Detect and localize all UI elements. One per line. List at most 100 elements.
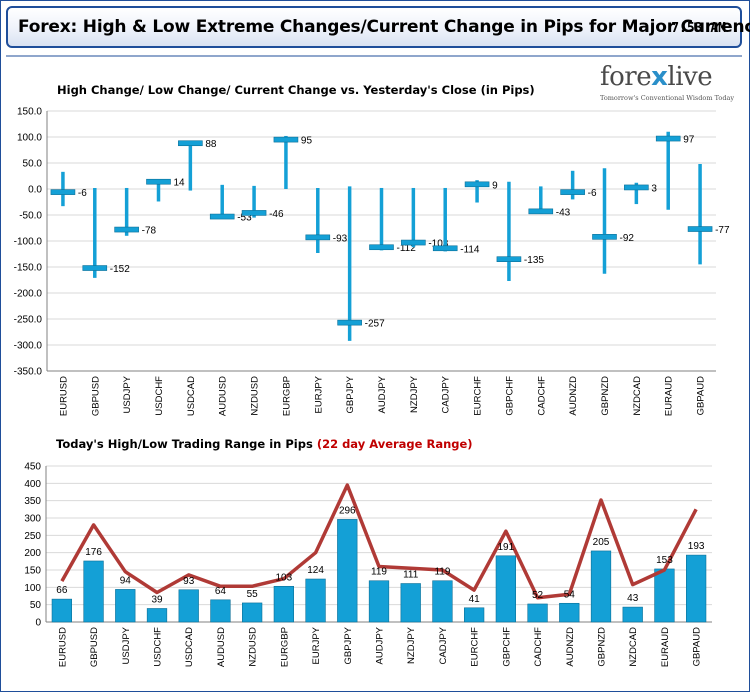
chart1-data-label: -6 xyxy=(588,188,597,199)
chart1-current-marker xyxy=(241,210,267,216)
chart1-category-label: GBPNZD xyxy=(600,376,611,416)
chart2-bar xyxy=(400,583,421,623)
chart2-category-label: USDCHF xyxy=(153,627,164,667)
chart2-bar xyxy=(559,602,580,623)
chart1-y-tick: 150.0 xyxy=(17,107,42,118)
chart1-category-label: GBPJPY xyxy=(345,375,356,413)
chart2-category-label: USDJPY xyxy=(121,626,132,664)
chart1-category-label: AUDUSD xyxy=(218,376,229,416)
time-display: 7:53 AM xyxy=(671,21,726,36)
chart1-category-label: AUDJPY xyxy=(377,375,388,413)
chart1-current-marker xyxy=(209,213,235,220)
chart2-y-tick: 400 xyxy=(24,479,41,490)
chart2-average-line xyxy=(60,483,698,600)
chart1-current-marker xyxy=(560,189,585,195)
chart2-bar xyxy=(686,554,707,623)
logo-brand-x: x xyxy=(651,62,668,92)
chart2-data-label: 191 xyxy=(498,542,515,553)
chart2-category-label: EURCHF xyxy=(470,627,481,667)
chart1-data-label: -46 xyxy=(269,209,284,220)
chart2-bar xyxy=(305,578,326,623)
chart1-data-label: 95 xyxy=(301,136,313,147)
forexlive-logo: forexlive Tomorrow's Conventional Wisdom… xyxy=(590,62,734,108)
chart1-current-marker xyxy=(432,245,458,252)
chart2-title-suffix: (22 day Average Range) xyxy=(316,437,473,451)
chart1-y-tick: -250.0 xyxy=(14,315,43,326)
chart2-y-tick: 450 xyxy=(24,462,41,473)
chart2-data-label: 103 xyxy=(276,572,293,583)
chart1-y-tick: -150.0 xyxy=(14,263,43,274)
chart1-category-label: NZDCAD xyxy=(632,376,643,416)
chart2-data-label: 153 xyxy=(656,555,673,566)
chart2-category-label: EURJPY xyxy=(311,626,322,664)
logo-brand-left: fore xyxy=(600,62,652,92)
chart2-y-tick: 50 xyxy=(30,600,42,611)
chart2-bar xyxy=(654,568,675,623)
chart1-current-marker xyxy=(655,135,681,142)
chart1-category-label: USDCHF xyxy=(154,376,165,416)
page-title: Forex: High & Low Extreme Changes/Curren… xyxy=(18,17,750,37)
chart2-category-label: EURAUD xyxy=(660,627,671,667)
chart2-bar xyxy=(622,606,643,623)
chart1-category-label: NZDJPY xyxy=(409,375,420,413)
chart1-y-tick: -200.0 xyxy=(14,289,43,300)
chart1-data-label: -77 xyxy=(715,225,730,236)
chart1-current-marker xyxy=(496,256,522,263)
chart1-data-label: -53 xyxy=(237,213,252,224)
chart2-category-label: AUDNZD xyxy=(565,627,576,667)
chart1-category-label: USDJPY xyxy=(122,375,133,413)
chart1-current-marker xyxy=(401,239,426,246)
chart1-current-marker xyxy=(528,208,554,215)
chart2-data-label: 55 xyxy=(247,589,259,600)
chart2-title-main: Today's High/Low Trading Range in Pips xyxy=(56,437,313,451)
chart2-category-label: NZDJPY xyxy=(406,626,417,664)
chart2-bar xyxy=(432,580,453,623)
chart1-category-label: GBPCHF xyxy=(504,376,515,416)
chart1-current-marker xyxy=(273,136,299,143)
chart2-y-tick: 0 xyxy=(35,618,41,629)
chart1-current-marker xyxy=(369,244,394,251)
chart1-data-label: -93 xyxy=(333,233,348,244)
chart2-data-label: 193 xyxy=(688,541,705,552)
chart1-current-marker xyxy=(305,234,331,241)
chart1-data-label: -6 xyxy=(78,188,87,199)
chart1-category-label: EURJPY xyxy=(313,375,324,413)
chart2-data-label: 205 xyxy=(593,537,610,548)
chart2-bar xyxy=(178,589,199,623)
chart2-bar xyxy=(464,607,485,623)
chart1-data-label: -92 xyxy=(620,233,635,244)
chart1-category-label: AUDNZD xyxy=(568,376,579,416)
chart2-data-label: 39 xyxy=(151,594,163,605)
chart1-data-label: -257 xyxy=(365,319,385,330)
chart2-bar xyxy=(495,555,516,623)
chart1-category-label: NZDUSD xyxy=(250,376,261,416)
chart1-current-marker xyxy=(337,319,362,326)
chart1-current-marker xyxy=(82,265,108,271)
chart2-category-label: NZDCAD xyxy=(628,627,639,667)
chart1-y-tick: -350.0 xyxy=(14,367,43,378)
chart1-data-label: 9 xyxy=(492,180,498,191)
chart1-category-label: EURUSD xyxy=(58,376,69,416)
chart1-category-label: GBPAUD xyxy=(696,376,707,416)
chart2-data-label: 93 xyxy=(183,576,195,587)
chart2-data-label: 41 xyxy=(469,594,481,605)
chart1-y-tick: -50.0 xyxy=(19,211,42,222)
chart2-y-tick: 100 xyxy=(24,583,41,594)
chart1-y-tick: -100.0 xyxy=(14,237,43,248)
chart1-data-label: 88 xyxy=(205,139,217,150)
chart1-data-label: 97 xyxy=(683,135,695,146)
chart2-category-label: GBPAUD xyxy=(692,627,703,667)
chart1-y-tick: -300.0 xyxy=(14,341,43,352)
chart2-bar xyxy=(51,598,72,623)
chart2-data-label: 43 xyxy=(627,593,639,604)
chart2-bar xyxy=(590,550,612,623)
chart2-title: Today's High/Low Trading Range in Pips (… xyxy=(56,437,473,451)
chart2-bar xyxy=(146,608,168,623)
chart1-current-marker xyxy=(624,184,649,191)
chart2-bar xyxy=(242,602,263,623)
chart2-y-tick: 350 xyxy=(24,496,41,507)
chart2-category-label: CADJPY xyxy=(438,626,449,664)
